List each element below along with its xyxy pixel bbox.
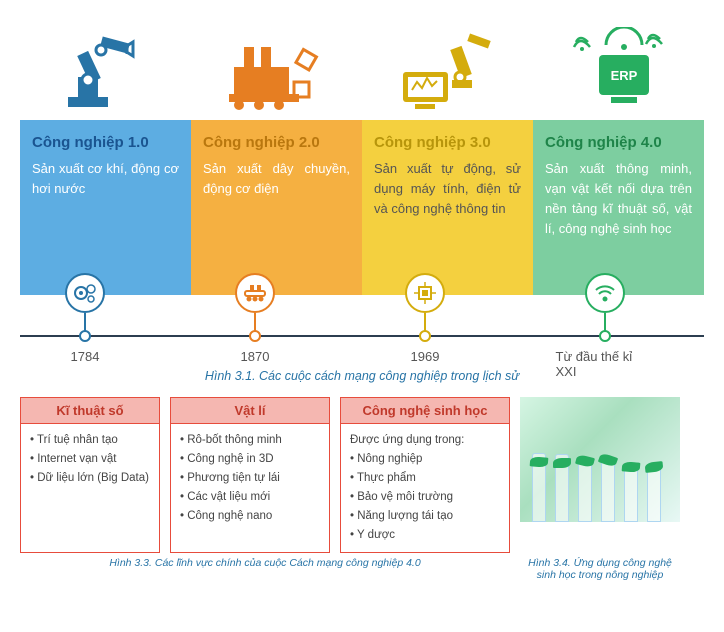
field-box-header: Vật lí bbox=[171, 398, 329, 424]
era-title: Công nghiệp 1.0 bbox=[32, 134, 179, 151]
timeline-node-2 bbox=[235, 273, 275, 313]
field-box-body: • Rô-bốt thông minh• Công nghệ in 3D• Ph… bbox=[171, 424, 329, 533]
timeline-year-1: 1784 bbox=[71, 349, 100, 364]
timeline-node-3 bbox=[405, 273, 445, 313]
field-box-header: Công nghệ sinh học bbox=[341, 398, 509, 424]
figure-caption-3: Hình 3.4. Ứng dụng công nghệ sinh học tr… bbox=[520, 557, 680, 581]
biotech-photo bbox=[520, 397, 680, 522]
field-box-2: Vật lí• Rô-bốt thông minh• Công nghệ in … bbox=[170, 397, 330, 553]
timeline-node-4 bbox=[585, 273, 625, 313]
field-box-3: Công nghệ sinh họcĐược ứng dụng trong:• … bbox=[340, 397, 510, 553]
era-icon-3 bbox=[362, 10, 533, 120]
era-desc: Sản xuất tự động, sử dụng máy tính, điện… bbox=[374, 159, 521, 219]
field-box-header: Kĩ thuật số bbox=[21, 398, 159, 424]
era-icon-2 bbox=[191, 10, 362, 120]
timeline-node-1 bbox=[65, 273, 105, 313]
era-card-4: Công nghiệp 4.0 Sản xuất thông minh, vạn … bbox=[533, 120, 704, 295]
svg-text:ERP: ERP bbox=[611, 68, 638, 83]
figure-caption-2: Hình 3.3. Các lĩnh vực chính của cuộc Cá… bbox=[20, 557, 510, 581]
era-desc: Sản xuất dây chuyền, động cơ điện bbox=[203, 159, 350, 199]
era-card-2: Công nghiệp 2.0 Sản xuất dây chuyền, động… bbox=[191, 120, 362, 295]
era-card-1: Công nghiệp 1.0 Sản xuất cơ khí, động cơ … bbox=[20, 120, 191, 295]
era-icon-1 bbox=[20, 10, 191, 120]
era-desc: Sản xuất cơ khí, động cơ hơi nước bbox=[32, 159, 179, 199]
timeline-year-2: 1870 bbox=[241, 349, 270, 364]
era-title: Công nghiệp 4.0 bbox=[545, 134, 692, 151]
era-title: Công nghiệp 3.0 bbox=[374, 134, 521, 151]
timeline-year-3: 1969 bbox=[411, 349, 440, 364]
field-box-body: Được ứng dụng trong:• Nông nghiệp• Thực … bbox=[341, 424, 509, 552]
timeline-year-4: Từ đầu thế kỉ XXI bbox=[556, 349, 655, 379]
era-icon-4: ERP bbox=[533, 10, 704, 120]
era-title: Công nghiệp 2.0 bbox=[203, 134, 350, 151]
field-box-body: • Trí tuệ nhân tạo• Internet vạn vật• Dữ… bbox=[21, 424, 159, 495]
era-desc: Sản xuất thông minh, vạn vật kết nối dựa… bbox=[545, 159, 692, 240]
era-card-3: Công nghiệp 3.0 Sản xuất tự động, sử dụng… bbox=[362, 120, 533, 295]
field-box-1: Kĩ thuật số• Trí tuệ nhân tạo• Internet … bbox=[20, 397, 160, 553]
